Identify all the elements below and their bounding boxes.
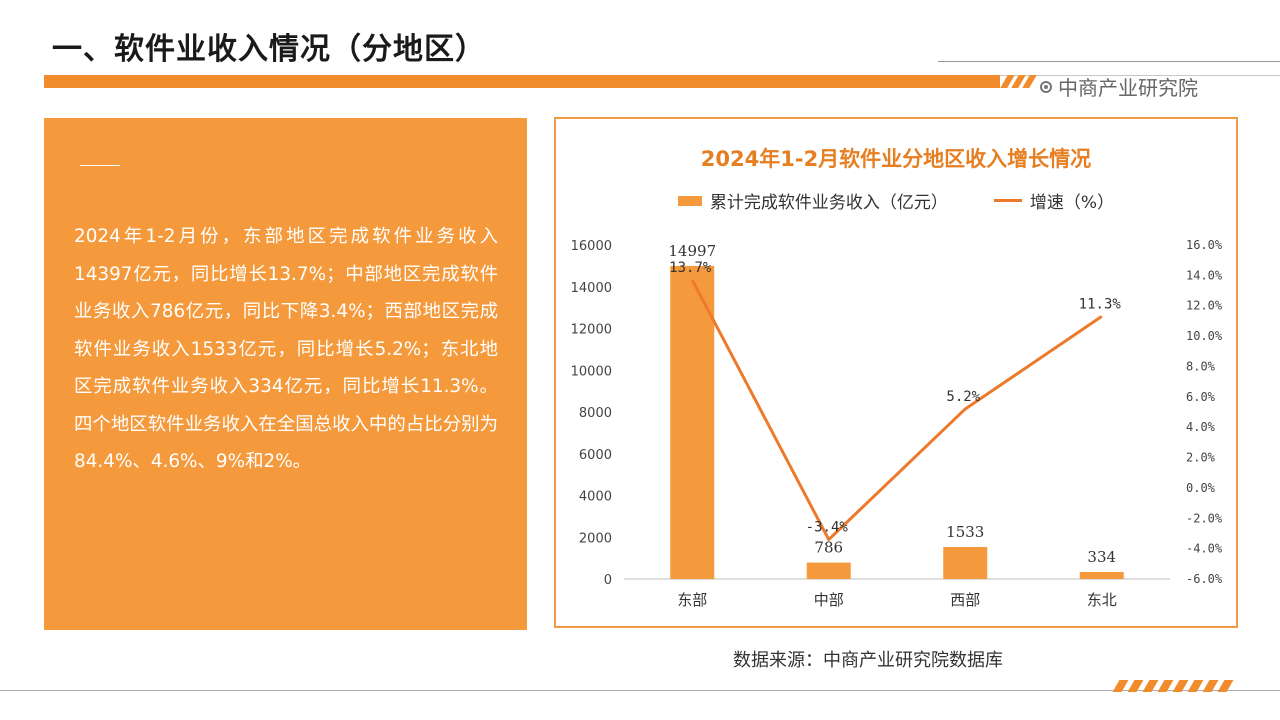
y-left-tick-label: 14000 bbox=[571, 281, 612, 296]
y-right-tick-label: 8.0% bbox=[1186, 359, 1216, 373]
line-data-label: -3.4% bbox=[806, 520, 849, 536]
bar bbox=[1079, 572, 1124, 579]
y-right-tick-label: 2.0% bbox=[1186, 451, 1216, 465]
y-left-tick-label: 10000 bbox=[571, 364, 612, 379]
chart-legend: 累计完成软件业务收入（亿元） 增速（%） bbox=[554, 188, 1238, 213]
bar-data-label: 786 bbox=[814, 539, 843, 557]
y-right-tick-label: -4.0% bbox=[1186, 542, 1223, 556]
y-left-tick-label: 6000 bbox=[579, 448, 612, 463]
y-right-tick-label: -2.0% bbox=[1186, 511, 1223, 525]
legend-label-growth: 增速（%） bbox=[1029, 193, 1115, 213]
bar-data-label: 334 bbox=[1087, 548, 1116, 566]
line-data-label: 11.3% bbox=[1079, 296, 1122, 312]
chart-title: 2024年1-2月软件业分地区收入增长情况 bbox=[700, 147, 1092, 171]
bar bbox=[670, 265, 715, 579]
y-left-tick-label: 4000 bbox=[579, 490, 612, 505]
y-left-tick-label: 0 bbox=[604, 573, 612, 588]
y-right-tick-label: 0.0% bbox=[1186, 481, 1216, 495]
legend-label-revenue: 累计完成软件业务收入（亿元） bbox=[709, 193, 948, 213]
x-tick-label: 西部 bbox=[950, 591, 980, 609]
summary-panel: 2024年1-2月份，东部地区完成软件业务收入14397亿元，同比增长13.7%… bbox=[44, 118, 527, 630]
legend-bar-swatch bbox=[677, 195, 702, 206]
data-source: 数据来源：中商产业研究院数据库 bbox=[733, 650, 1003, 671]
footer-divider bbox=[0, 690, 1280, 691]
y-right-tick-label: -6.0% bbox=[1186, 572, 1223, 586]
y-right-tick-label: 6.0% bbox=[1186, 390, 1216, 404]
brand: 中商产业研究院 bbox=[1040, 72, 1198, 101]
header-accent-bar bbox=[44, 75, 1000, 88]
page-title: 一、软件业收入情况（分地区） bbox=[52, 32, 486, 67]
legend-item-revenue: 累计完成软件业务收入（亿元） bbox=[677, 188, 948, 213]
chart-panel bbox=[554, 117, 1238, 628]
summary-text: 2024年1-2月份，东部地区完成软件业务收入14397亿元，同比增长13.7%… bbox=[74, 226, 498, 472]
legend-item-growth: 增速（%） bbox=[993, 188, 1115, 213]
y-right-tick-label: 14.0% bbox=[1186, 268, 1223, 282]
bar-data-label: 1533 bbox=[946, 523, 984, 541]
x-tick-label: 东北 bbox=[1087, 591, 1117, 609]
y-left-tick-label: 2000 bbox=[579, 531, 612, 546]
x-tick-label: 中部 bbox=[814, 591, 844, 609]
y-right-tick-label: 10.0% bbox=[1186, 329, 1223, 343]
growth-line bbox=[690, 279, 1103, 542]
brand-logo-icon bbox=[1040, 80, 1052, 93]
combo-chart: 0 2000 4000 6000 8000 10000 12000 14000 16000 -6.… bbox=[571, 238, 1223, 609]
header-stripes bbox=[1000, 75, 1037, 88]
legend-line-swatch bbox=[993, 199, 1022, 202]
x-tick-label: 东部 bbox=[677, 591, 707, 609]
line-data-label: 5.2% bbox=[946, 389, 980, 405]
bar bbox=[806, 562, 851, 579]
y-left-tick-label: 8000 bbox=[579, 406, 612, 421]
y-left-tick-label: 16000 bbox=[571, 239, 612, 254]
footer-stripes bbox=[1112, 680, 1242, 692]
header-thin-line bbox=[938, 61, 1280, 62]
line-data-label: 13.7% bbox=[669, 260, 712, 276]
y-right-tick-label: 12.0% bbox=[1186, 299, 1223, 313]
y-right-tick-label: 16.0% bbox=[1186, 238, 1223, 252]
brand-name: 中商产业研究院 bbox=[1058, 76, 1198, 100]
y-left-tick-label: 12000 bbox=[571, 323, 612, 338]
bar bbox=[943, 546, 988, 579]
bar-data-label: 14997 bbox=[668, 242, 716, 260]
panel-rule bbox=[80, 165, 120, 166]
y-right-tick-label: 4.0% bbox=[1186, 420, 1216, 434]
